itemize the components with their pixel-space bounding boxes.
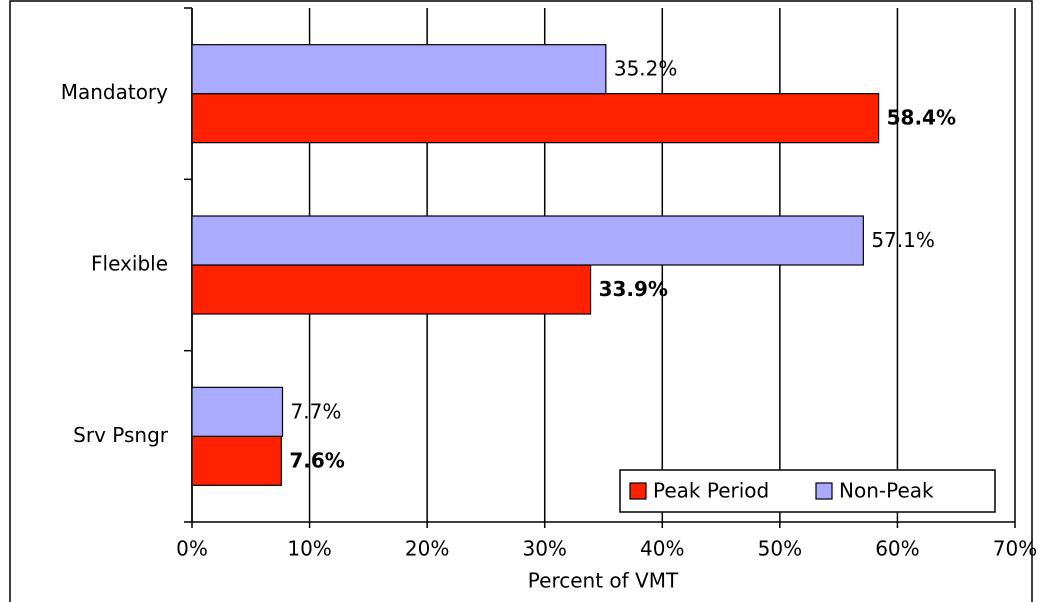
value-label: 35.2% [614,57,678,81]
legend-label: Peak Period [653,479,769,503]
value-label: 33.9% [599,277,668,301]
x-axis-label: Percent of VMT [528,569,679,593]
x-tick-label: 40% [640,537,684,561]
bar [191,215,864,266]
bar [191,264,592,315]
value-label: 58.4% [887,106,956,130]
frame [9,0,1033,602]
value-label: 7.7% [291,399,342,423]
bar [191,386,284,437]
bar [191,93,880,144]
x-tick-label: 0% [176,537,208,561]
value-label: 57.1% [871,228,935,252]
x-tick-label: 30% [522,537,566,561]
y-tick-label: Srv Psngr [73,423,169,447]
legend-label: Non-Peak [839,479,934,503]
legend-swatch [629,482,647,500]
legend-box [619,469,996,513]
x-tick-label: 60% [875,537,919,561]
bar [191,435,282,486]
x-tick-label: 20% [405,537,449,561]
legend-swatch [815,482,833,500]
x-tick-label: 10% [287,537,331,561]
value-label: 7.6% [289,448,344,472]
bar [191,44,607,95]
y-tick-label: Flexible [91,252,168,276]
y-tick-label: Mandatory [61,80,168,104]
x-tick-label: 50% [758,537,802,561]
x-tick-label: 70% [993,537,1037,561]
